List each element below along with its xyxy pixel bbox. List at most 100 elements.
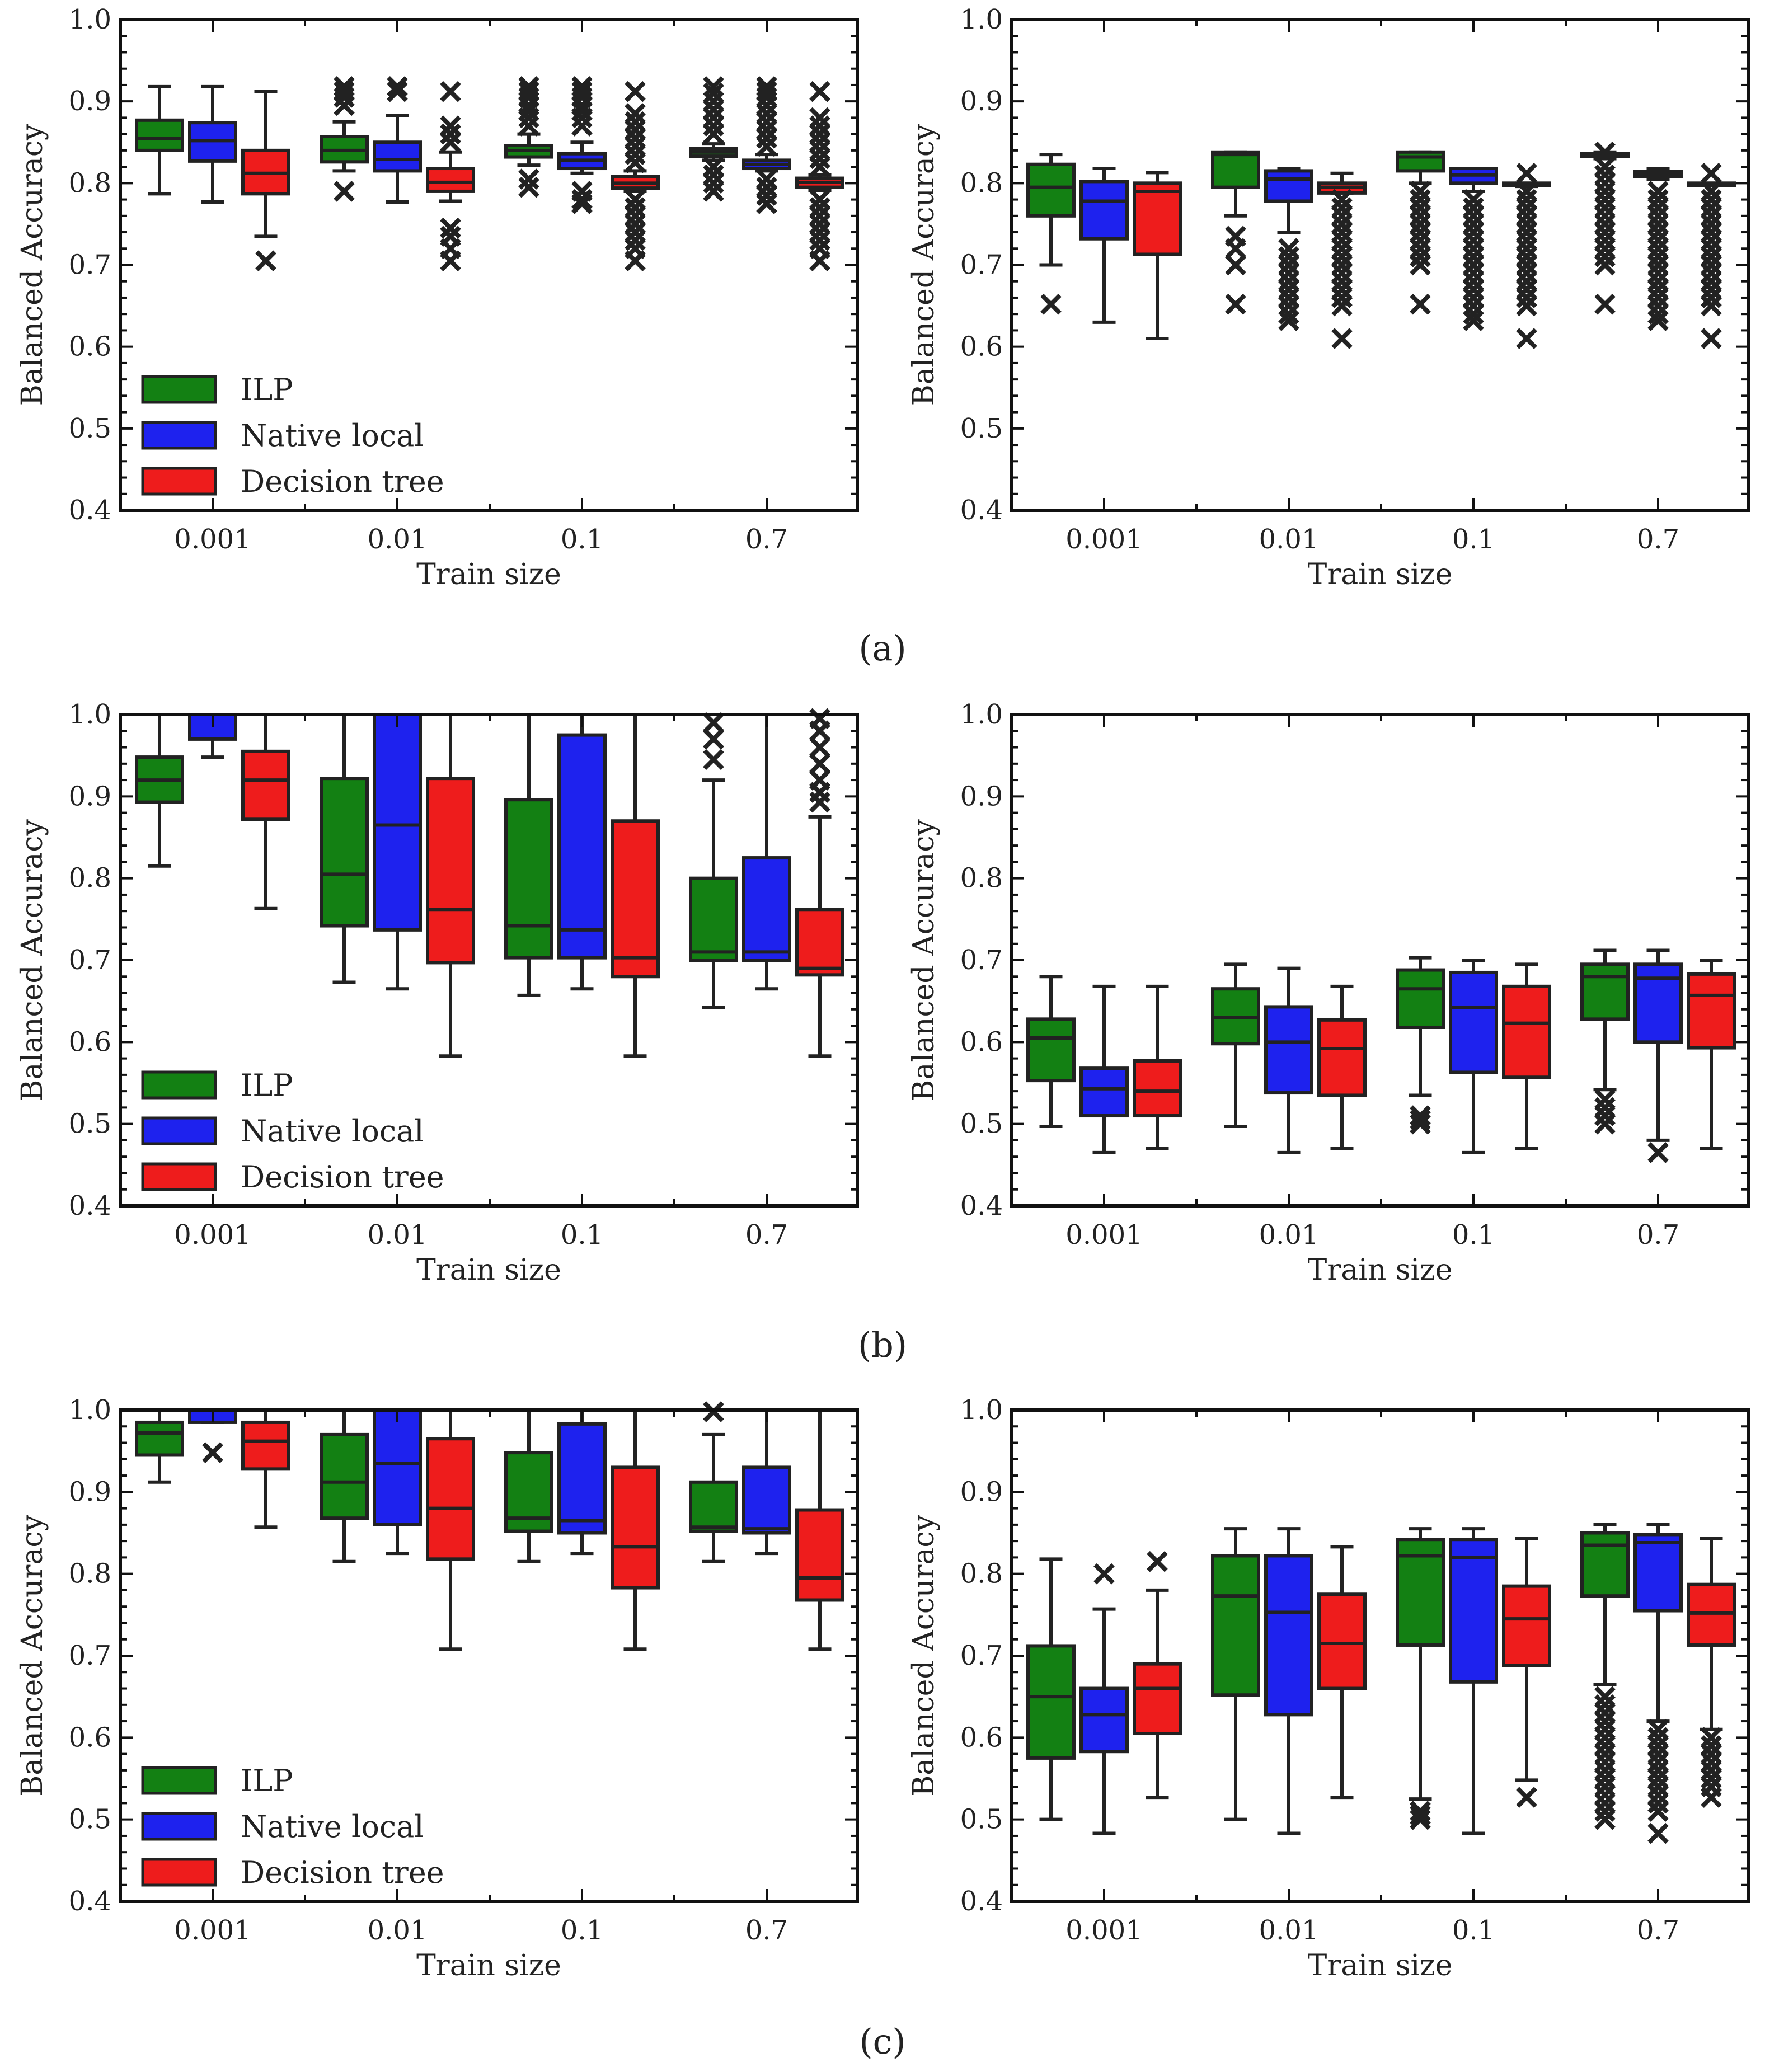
outlier-marker [1331, 262, 1353, 284]
outlier-marker [625, 111, 646, 133]
outlier-marker [1278, 238, 1299, 260]
outlier-marker [1410, 1113, 1431, 1135]
y-tick-label: 0.7 [960, 250, 1003, 281]
outlier-marker [1594, 1808, 1616, 1830]
outlier-marker [1331, 222, 1353, 243]
outlier-marker [756, 111, 777, 133]
box-ilp-0.001 [135, 84, 184, 196]
outlier-marker [202, 1442, 223, 1463]
outlier-marker [1331, 328, 1353, 349]
outlier-marker [1516, 222, 1537, 243]
outlier-marker [1410, 254, 1431, 276]
box-iqr [1026, 1017, 1076, 1083]
outlier-marker [1647, 1768, 1669, 1789]
outlier-marker [809, 222, 830, 243]
outlier-marker [1093, 1563, 1115, 1585]
box-ilp-0.01 [320, 713, 369, 984]
box-decision-tree-0.1 [1502, 162, 1551, 349]
box-native-local-0.01 [373, 76, 422, 204]
x-tick-label: 0.1 [1452, 1915, 1495, 1946]
outlier-marker [625, 213, 646, 235]
outlier-marker [1463, 238, 1484, 260]
outlier-marker [1516, 229, 1537, 251]
y-tick-label: 0.4 [69, 1190, 111, 1221]
box-decision-tree-0.7 [795, 1408, 844, 1651]
outlier-marker [1594, 1792, 1616, 1814]
outlier-marker [1701, 213, 1722, 235]
outlier-marker [1701, 254, 1722, 276]
outlier-marker [518, 81, 539, 102]
outlier-marker [809, 140, 830, 161]
box-ilp-0.7 [689, 76, 738, 202]
outlier-marker [809, 213, 830, 235]
outlier-marker [1516, 254, 1537, 276]
outlier-marker [1410, 1808, 1431, 1830]
outlier-marker [756, 128, 777, 149]
y-tick-label: 0.7 [69, 1640, 111, 1671]
y-tick-label: 0.6 [69, 1026, 111, 1058]
outlier-marker [1594, 1711, 1616, 1732]
box-native-local-0.1 [557, 713, 607, 991]
box-decision-tree-0.1 [611, 1408, 660, 1651]
outlier-marker [1410, 1805, 1431, 1826]
outlier-marker [1594, 1718, 1616, 1740]
plot-frame [1010, 713, 1750, 1208]
outlier-marker [1701, 1751, 1722, 1773]
box-iqr [557, 1422, 607, 1535]
x-tick-label: 0.01 [368, 524, 428, 555]
y-tick-label: 0.9 [69, 86, 111, 117]
outlier-marker [703, 115, 724, 137]
y-axis-label: Balanced Accuracy [907, 819, 941, 1101]
outlier-marker [1331, 295, 1353, 317]
x-tick-label: 0.7 [745, 1915, 788, 1946]
outlier-marker [1225, 225, 1246, 247]
outlier-marker [1331, 238, 1353, 260]
y-tick-label: 0.6 [960, 331, 1003, 363]
y-tick-label: 0.7 [960, 945, 1003, 976]
outlier-marker [1594, 1694, 1616, 1716]
box-decision-tree-0.001 [1133, 171, 1182, 341]
x-tick-label: 0.7 [1637, 1219, 1679, 1251]
outlier-marker [571, 76, 593, 97]
outlier-marker [1701, 1743, 1722, 1765]
outlier-marker [1701, 205, 1722, 227]
box-decision-tree-0.7 [1687, 162, 1736, 349]
outlier-marker [703, 76, 724, 97]
outlier-marker [703, 156, 724, 177]
outlier-marker [1647, 287, 1669, 308]
outlier-marker [1647, 279, 1669, 300]
y-axis-label: Balanced Accuracy [907, 124, 941, 406]
box-decision-tree-0.001 [241, 90, 290, 272]
outlier-marker [1594, 1686, 1616, 1707]
y-tick-label: 0.5 [69, 1108, 111, 1140]
outlier-marker [1331, 279, 1353, 300]
outlier-marker [1278, 279, 1299, 300]
x-tick-label: 0.7 [745, 524, 788, 555]
box-decision-tree-0.001 [241, 1408, 290, 1529]
outlier-marker [1463, 303, 1484, 325]
box-iqr [742, 856, 791, 962]
outlier-marker [387, 76, 408, 97]
outlier-marker [703, 181, 724, 202]
outlier-marker [1516, 162, 1537, 184]
outlier-marker [1147, 1551, 1168, 1572]
box-iqr [1133, 1059, 1182, 1118]
outlier-marker [1463, 254, 1484, 276]
box-ilp-0.1 [1396, 150, 1445, 315]
outlier-marker [625, 135, 646, 157]
outlier-marker [1410, 238, 1431, 260]
outlier-marker [1647, 254, 1669, 276]
outlier-marker [1410, 213, 1431, 235]
outlier-marker [1516, 238, 1537, 260]
legend-swatch-ilp [141, 1766, 217, 1795]
outlier-marker [703, 107, 724, 129]
box-ilp-0.001 [1026, 1557, 1076, 1821]
y-tick-label: 0.4 [69, 495, 111, 526]
outlier-marker [1647, 1776, 1669, 1797]
outlier-marker [703, 82, 724, 104]
box-iqr [320, 777, 369, 928]
outlier-marker [1594, 1776, 1616, 1797]
legend-label-decision-tree: Decision tree [241, 1159, 444, 1195]
y-tick-label: 0.8 [69, 1558, 111, 1590]
y-tick-label: 0.9 [960, 1476, 1003, 1507]
